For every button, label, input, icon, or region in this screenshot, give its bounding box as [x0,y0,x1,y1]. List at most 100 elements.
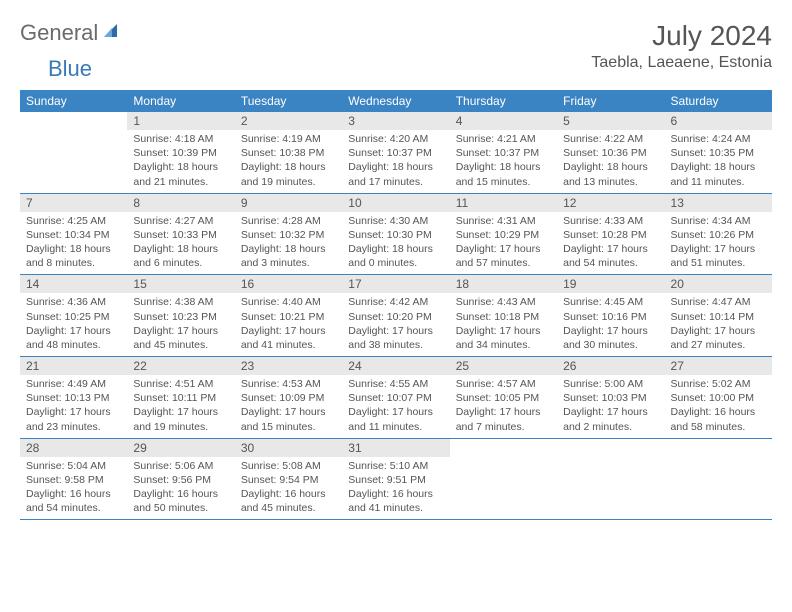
sunrise-line: Sunrise: 4:21 AM [456,132,551,146]
month-title: July 2024 [591,20,772,52]
sunrise-line: Sunrise: 4:18 AM [133,132,228,146]
day-cell: 14Sunrise: 4:36 AMSunset: 10:25 PMDaylig… [20,275,127,356]
day-cell: 21Sunrise: 4:49 AMSunset: 10:13 PMDaylig… [20,357,127,438]
day-number: 23 [235,357,342,375]
day-body: Sunrise: 4:36 AMSunset: 10:25 PMDaylight… [20,293,127,356]
day-cell: 7Sunrise: 4:25 AMSunset: 10:34 PMDayligh… [20,194,127,275]
day-body: Sunrise: 4:18 AMSunset: 10:39 PMDaylight… [127,130,234,193]
empty-cell [450,439,557,520]
empty-cell [557,439,664,520]
daylight-line: Daylight: 18 hours and 17 minutes. [348,160,443,188]
day-number: 31 [342,439,449,457]
sunset-line: Sunset: 10:26 PM [671,228,766,242]
day-body: Sunrise: 5:04 AMSunset: 9:58 PMDaylight:… [20,457,127,520]
sunset-line: Sunset: 10:30 PM [348,228,443,242]
day-cell: 9Sunrise: 4:28 AMSunset: 10:32 PMDayligh… [235,194,342,275]
sunrise-line: Sunrise: 5:00 AM [563,377,658,391]
calendar-body: 1Sunrise: 4:18 AMSunset: 10:39 PMDayligh… [20,112,772,520]
day-number: 28 [20,439,127,457]
sunrise-line: Sunrise: 4:51 AM [133,377,228,391]
dow-cell: Monday [127,90,234,112]
day-body: Sunrise: 4:22 AMSunset: 10:36 PMDaylight… [557,130,664,193]
sunset-line: Sunset: 10:20 PM [348,310,443,324]
day-cell: 30Sunrise: 5:08 AMSunset: 9:54 PMDayligh… [235,439,342,520]
sunrise-line: Sunrise: 4:20 AM [348,132,443,146]
daylight-line: Daylight: 18 hours and 15 minutes. [456,160,551,188]
day-body: Sunrise: 4:43 AMSunset: 10:18 PMDaylight… [450,293,557,356]
day-body: Sunrise: 4:45 AMSunset: 10:16 PMDaylight… [557,293,664,356]
day-cell: 5Sunrise: 4:22 AMSunset: 10:36 PMDayligh… [557,112,664,193]
day-body: Sunrise: 4:57 AMSunset: 10:05 PMDaylight… [450,375,557,438]
day-cell: 4Sunrise: 4:21 AMSunset: 10:37 PMDayligh… [450,112,557,193]
sunset-line: Sunset: 10:39 PM [133,146,228,160]
day-cell: 27Sunrise: 5:02 AMSunset: 10:00 PMDaylig… [665,357,772,438]
day-number: 27 [665,357,772,375]
day-number: 3 [342,112,449,130]
day-cell: 22Sunrise: 4:51 AMSunset: 10:11 PMDaylig… [127,357,234,438]
daylight-line: Daylight: 18 hours and 0 minutes. [348,242,443,270]
sunset-line: Sunset: 10:21 PM [241,310,336,324]
week-row: 1Sunrise: 4:18 AMSunset: 10:39 PMDayligh… [20,112,772,194]
day-cell: 2Sunrise: 4:19 AMSunset: 10:38 PMDayligh… [235,112,342,193]
day-number: 29 [127,439,234,457]
week-row: 21Sunrise: 4:49 AMSunset: 10:13 PMDaylig… [20,357,772,439]
day-number: 13 [665,194,772,212]
day-body: Sunrise: 5:02 AMSunset: 10:00 PMDaylight… [665,375,772,438]
day-body: Sunrise: 4:47 AMSunset: 10:14 PMDaylight… [665,293,772,356]
day-number: 25 [450,357,557,375]
day-body: Sunrise: 5:06 AMSunset: 9:56 PMDaylight:… [127,457,234,520]
title-block: July 2024 Taebla, Laeaene, Estonia [591,20,772,72]
sunrise-line: Sunrise: 4:34 AM [671,214,766,228]
daylight-line: Daylight: 17 hours and 34 minutes. [456,324,551,352]
day-body: Sunrise: 4:40 AMSunset: 10:21 PMDaylight… [235,293,342,356]
day-number: 20 [665,275,772,293]
daylight-line: Daylight: 16 hours and 41 minutes. [348,487,443,515]
sunrise-line: Sunrise: 5:02 AM [671,377,766,391]
daylight-line: Daylight: 17 hours and 27 minutes. [671,324,766,352]
day-number: 22 [127,357,234,375]
day-cell: 3Sunrise: 4:20 AMSunset: 10:37 PMDayligh… [342,112,449,193]
day-number: 26 [557,357,664,375]
day-number: 4 [450,112,557,130]
sunrise-line: Sunrise: 4:43 AM [456,295,551,309]
daylight-line: Daylight: 17 hours and 57 minutes. [456,242,551,270]
daylight-line: Daylight: 18 hours and 3 minutes. [241,242,336,270]
day-number: 24 [342,357,449,375]
daylight-line: Daylight: 16 hours and 58 minutes. [671,405,766,433]
daylight-line: Daylight: 17 hours and 38 minutes. [348,324,443,352]
day-body: Sunrise: 4:53 AMSunset: 10:09 PMDaylight… [235,375,342,438]
day-cell: 8Sunrise: 4:27 AMSunset: 10:33 PMDayligh… [127,194,234,275]
day-cell: 16Sunrise: 4:40 AMSunset: 10:21 PMDaylig… [235,275,342,356]
sunset-line: Sunset: 9:54 PM [241,473,336,487]
sunrise-line: Sunrise: 5:04 AM [26,459,121,473]
sunset-line: Sunset: 10:14 PM [671,310,766,324]
sunrise-line: Sunrise: 4:47 AM [671,295,766,309]
day-body: Sunrise: 4:27 AMSunset: 10:33 PMDaylight… [127,212,234,275]
sunset-line: Sunset: 10:05 PM [456,391,551,405]
day-cell: 17Sunrise: 4:42 AMSunset: 10:20 PMDaylig… [342,275,449,356]
day-cell: 18Sunrise: 4:43 AMSunset: 10:18 PMDaylig… [450,275,557,356]
day-cell: 24Sunrise: 4:55 AMSunset: 10:07 PMDaylig… [342,357,449,438]
daylight-line: Daylight: 18 hours and 6 minutes. [133,242,228,270]
sunset-line: Sunset: 10:34 PM [26,228,121,242]
day-number: 15 [127,275,234,293]
day-cell: 19Sunrise: 4:45 AMSunset: 10:16 PMDaylig… [557,275,664,356]
day-body: Sunrise: 4:34 AMSunset: 10:26 PMDaylight… [665,212,772,275]
sunset-line: Sunset: 10:16 PM [563,310,658,324]
sunrise-line: Sunrise: 4:45 AM [563,295,658,309]
sunset-line: Sunset: 10:07 PM [348,391,443,405]
day-body: Sunrise: 4:19 AMSunset: 10:38 PMDaylight… [235,130,342,193]
day-number: 11 [450,194,557,212]
daylight-line: Daylight: 18 hours and 11 minutes. [671,160,766,188]
daylight-line: Daylight: 16 hours and 54 minutes. [26,487,121,515]
sail-icon [102,22,120,45]
dow-cell: Friday [557,90,664,112]
day-body: Sunrise: 4:28 AMSunset: 10:32 PMDaylight… [235,212,342,275]
dow-cell: Saturday [665,90,772,112]
sunrise-line: Sunrise: 4:22 AM [563,132,658,146]
day-number: 6 [665,112,772,130]
day-number: 18 [450,275,557,293]
sunrise-line: Sunrise: 4:38 AM [133,295,228,309]
sunset-line: Sunset: 10:09 PM [241,391,336,405]
sunrise-line: Sunrise: 4:40 AM [241,295,336,309]
